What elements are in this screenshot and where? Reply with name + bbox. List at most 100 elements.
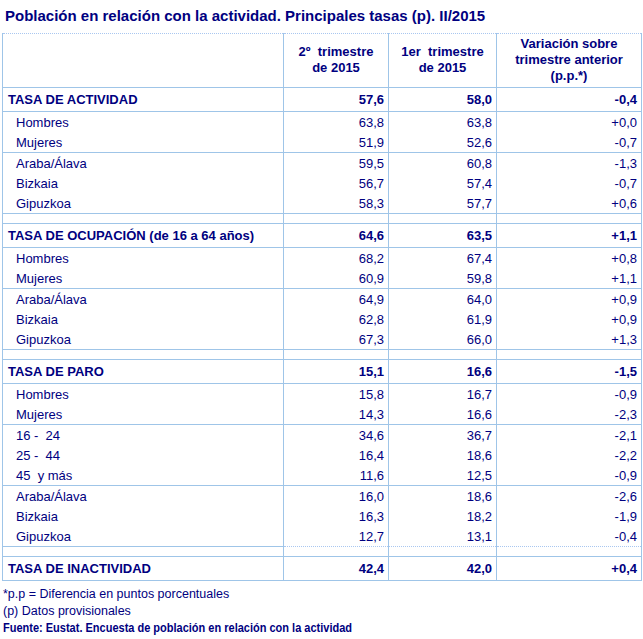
row-value-q2: 42,4 [284,557,389,581]
row-value-q2: 12,7 [284,526,389,547]
row-value-variation: -1,5 [497,360,642,384]
row-value-q1: 63,5 [389,224,497,248]
row-value-variation: -0,7 [497,173,642,193]
spacer-cell [3,350,284,360]
table-row-tasa-de-ocupacion: TASA DE OCUPACIÓN (de 16 a 64 años)64,66… [3,224,642,248]
spacer-cell [3,214,284,224]
row-value-q1: 63,8 [389,112,497,133]
spacer-cell [284,350,389,360]
row-label: Mujeres [3,132,284,153]
row-value-variation: -0,4 [497,88,642,112]
row-value-q1: 18,6 [389,486,497,507]
row-label: Araba/Álava [3,289,284,310]
table-row-tasa-de-paro: Mujeres14,316,6-2,3 [3,404,642,425]
page-title: Población en relación con la actividad. … [0,0,643,24]
row-label: 45 y más [3,465,284,486]
row-value-variation: -2,1 [497,425,642,446]
spacer-cell [497,214,642,224]
table-body: TASA DE ACTIVIDAD57,658,0-0,4Hombres63,8… [3,88,642,581]
row-value-q1: 16,6 [389,360,497,384]
spacer-cell [389,214,497,224]
row-value-q2: 59,5 [284,153,389,174]
spacer-row [3,214,642,224]
row-value-q2: 60,9 [284,268,389,289]
spacer-cell [389,350,497,360]
table-row-tasa-de-paro: 45 y más11,612,5-0,9 [3,465,642,486]
row-value-q2: 56,7 [284,173,389,193]
row-label: Gipuzkoa [3,329,284,350]
row-label: Mujeres [3,404,284,425]
row-value-variation: -1,9 [497,506,642,526]
row-value-q2: 16,0 [284,486,389,507]
row-value-q1: 52,6 [389,132,497,153]
spacer-cell [497,547,642,557]
row-label: Araba/Álava [3,153,284,174]
row-value-q1: 18,2 [389,506,497,526]
spacer-cell [389,547,497,557]
row-value-q1: 13,1 [389,526,497,547]
table-row-tasa-de-paro: TASA DE PARO15,116,6-1,5 [3,360,642,384]
table-row-tasa-de-paro: 16 - 2434,636,7-2,1 [3,425,642,446]
table-row-tasa-de-inactividad: TASA DE INACTIVIDAD42,442,0+0,4 [3,557,642,581]
row-value-variation: +1,3 [497,329,642,350]
row-label: Hombres [3,112,284,133]
table-row-tasa-de-paro: Gipuzkoa12,713,1-0,4 [3,526,642,547]
table-header-row: 2º trimestre de 2015 1er trimestre de 20… [3,34,642,88]
row-value-variation: +1,1 [497,224,642,248]
row-label: 25 - 44 [3,445,284,465]
row-value-q1: 36,7 [389,425,497,446]
spacer-cell [3,547,284,557]
row-label: TASA DE OCUPACIÓN (de 16 a 64 años) [3,224,284,248]
row-label: Bizkaia [3,173,284,193]
table-row-tasa-de-actividad: Araba/Álava59,560,8-1,3 [3,153,642,174]
page: Población en relación con la actividad. … [0,0,643,639]
table-row-tasa-de-actividad: Mujeres51,952,6-0,7 [3,132,642,153]
table-row-tasa-de-paro: Hombres15,816,7-0,9 [3,384,642,405]
spacer-row [3,350,642,360]
footnote-source: Fuente: Eustat. Encuesta de población en… [3,620,643,637]
row-label: Araba/Álava [3,486,284,507]
spacer-cell [284,547,389,557]
row-label: TASA DE PARO [3,360,284,384]
column-header-variation: Variación sobre trimestre anterior (p.p.… [497,34,642,88]
row-value-q2: 57,6 [284,88,389,112]
row-value-q2: 16,3 [284,506,389,526]
table-row-tasa-de-paro: 25 - 4416,418,6-2,2 [3,445,642,465]
row-value-q1: 60,8 [389,153,497,174]
row-value-variation: -0,9 [497,465,642,486]
row-value-variation: +0,0 [497,112,642,133]
spacer-cell [284,214,389,224]
row-value-q2: 62,8 [284,309,389,329]
row-value-q1: 42,0 [389,557,497,581]
row-label: TASA DE ACTIVIDAD [3,88,284,112]
row-value-variation: -0,4 [497,526,642,547]
table-row-tasa-de-actividad: Bizkaia56,757,4-0,7 [3,173,642,193]
row-value-q1: 12,5 [389,465,497,486]
column-header-q1-2015: 1er trimestre de 2015 [389,34,497,88]
row-label: Bizkaia [3,506,284,526]
row-value-q2: 15,8 [284,384,389,405]
row-label: Gipuzkoa [3,193,284,214]
row-label: Mujeres [3,268,284,289]
row-value-variation: -0,7 [497,132,642,153]
footnotes: *p.p = Diferencia en puntos porcentuales… [3,586,643,637]
row-label: Hombres [3,384,284,405]
row-value-variation: +1,1 [497,268,642,289]
row-value-q2: 16,4 [284,445,389,465]
row-label: Bizkaia [3,309,284,329]
table-row-tasa-de-actividad: TASA DE ACTIVIDAD57,658,0-0,4 [3,88,642,112]
row-label: 16 - 24 [3,425,284,446]
table-row-tasa-de-actividad: Gipuzkoa58,357,7+0,6 [3,193,642,214]
footnote-provisional: (p) Datos provisionales [3,603,643,620]
spacer-row [3,547,642,557]
row-value-variation: -2,2 [497,445,642,465]
table-row-tasa-de-ocupacion: Araba/Álava64,964,0+0,9 [3,289,642,310]
row-value-q1: 66,0 [389,329,497,350]
row-value-q2: 14,3 [284,404,389,425]
row-value-q1: 64,0 [389,289,497,310]
row-value-q2: 68,2 [284,248,389,269]
data-table: 2º trimestre de 2015 1er trimestre de 20… [2,33,642,581]
row-label: Hombres [3,248,284,269]
column-header-empty [3,34,284,88]
row-value-variation: +0,8 [497,248,642,269]
